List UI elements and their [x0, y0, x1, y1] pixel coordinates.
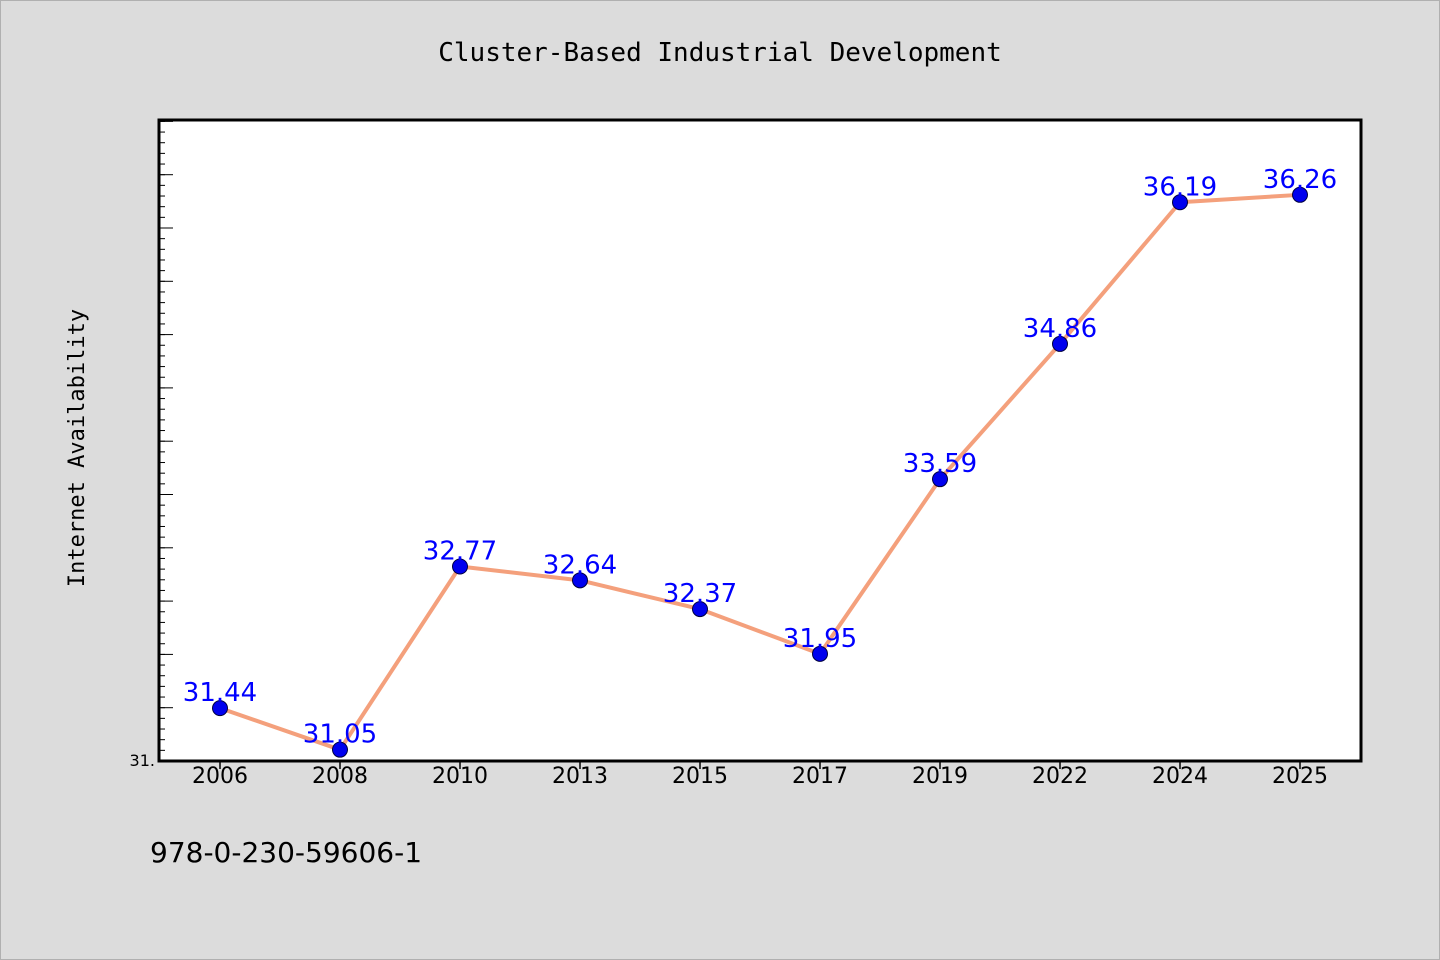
chart-title: Cluster-Based Industrial Development [438, 38, 1002, 68]
data-point-marker [692, 601, 708, 618]
y-tick-label: 31. [130, 751, 155, 770]
data-point-marker [1292, 186, 1308, 203]
data-label: 32.77 [423, 536, 497, 566]
x-tick-label: 2015 [672, 764, 728, 789]
data-point-marker [812, 645, 828, 662]
data-label: 36.19 [1143, 172, 1217, 202]
data-label: 31.05 [303, 720, 377, 750]
data-label: 32.37 [663, 579, 737, 609]
x-tick-label: 2013 [552, 764, 608, 789]
data-label: 31.44 [183, 678, 257, 708]
data-point-marker [572, 572, 588, 589]
data-point-marker [212, 700, 228, 717]
data-label: 34.86 [1023, 314, 1097, 344]
data-point-marker [932, 471, 948, 488]
x-tick-label: 2019 [912, 764, 968, 789]
x-tick-label: 2025 [1272, 764, 1328, 789]
data-label: 33.59 [903, 449, 977, 479]
series-layer [212, 186, 1308, 758]
footer-isbn: 978-0-230-59606-1 [150, 836, 422, 869]
data-labels: 31.44 31.05 32.77 32.64 32.37 31.95 33.59 34.86… [183, 165, 1337, 750]
x-tick-label: 2008 [312, 764, 368, 789]
data-point-marker [452, 558, 468, 575]
data-label: 32.64 [543, 550, 617, 580]
x-axis: 2006 2008 2010 2013 2015 2017 2019 2022 2024 2025 [192, 761, 1328, 789]
x-tick-label: 2010 [432, 764, 488, 789]
data-label: 31.95 [783, 624, 857, 654]
y-axis: 31. [130, 120, 173, 770]
x-tick-label: 2022 [1032, 764, 1088, 789]
x-tick-label: 2006 [192, 764, 248, 789]
data-point-marker [1172, 194, 1188, 211]
series-line [219, 192, 1301, 752]
x-tick-label: 2024 [1152, 764, 1208, 789]
plot-area [157, 118, 1363, 763]
data-point-marker [332, 741, 348, 758]
x-tick-label: 2017 [792, 764, 848, 789]
y-axis-label: Internet Availability [65, 309, 90, 587]
data-point-marker [1052, 335, 1068, 352]
data-label: 36.26 [1263, 165, 1337, 195]
